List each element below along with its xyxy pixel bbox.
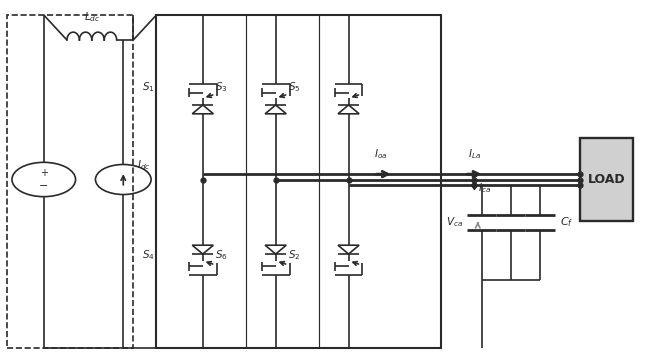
Bar	[7, 15, 133, 348]
Text: −: −	[39, 181, 48, 191]
Text: $I_{oa}$: $I_{oa}$	[374, 147, 387, 160]
Text: $L_{dc}$: $L_{dc}$	[84, 10, 100, 24]
Bar	[580, 138, 633, 221]
Text: +: +	[40, 168, 48, 178]
Text: $I_{La}$: $I_{La}$	[468, 147, 481, 160]
Text: $C_f$: $C_f$	[560, 215, 574, 229]
Text: $S_1$: $S_1$	[142, 80, 155, 94]
Text: $S_2$: $S_2$	[288, 248, 301, 262]
Text: $V_{ca}$: $V_{ca}$	[446, 215, 463, 229]
Text: $I_{dc}$: $I_{dc}$	[137, 158, 150, 172]
Text: $S_6$: $S_6$	[215, 248, 228, 262]
Text: LOAD: LOAD	[588, 173, 625, 186]
Bar	[157, 15, 442, 348]
Text: $S_3$: $S_3$	[215, 80, 228, 94]
Text: $S_4$: $S_4$	[142, 248, 155, 262]
Text: $I_{ca}$: $I_{ca}$	[478, 181, 491, 195]
Text: $S_5$: $S_5$	[288, 80, 301, 94]
